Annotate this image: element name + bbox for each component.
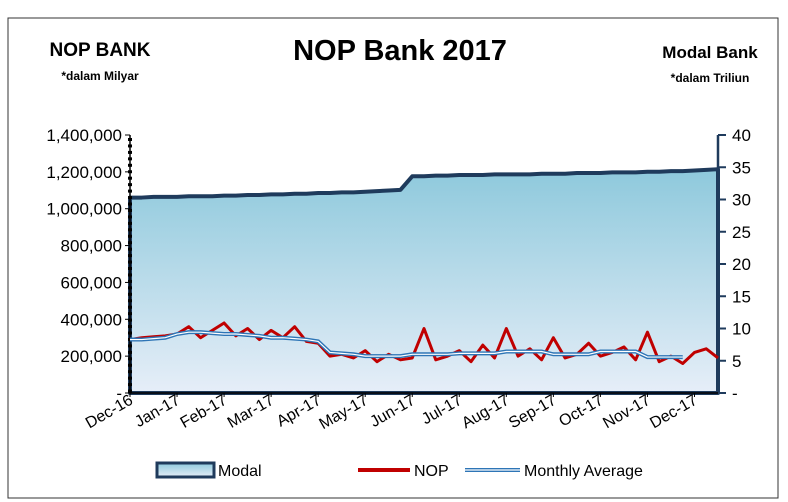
y-tick-label: 600,000: [61, 273, 122, 292]
y2-axis-label: Modal Bank: [662, 43, 758, 62]
y-tick-label: 1,400,000: [46, 126, 122, 145]
y-tick-label: 1,200,000: [46, 163, 122, 182]
legend-label: NOP: [414, 463, 449, 480]
y2-tick-label: 35: [732, 158, 751, 177]
monthly-average: [130, 330, 683, 360]
y-tick-label: 1,000,000: [46, 200, 122, 219]
y2-tick-label: 10: [732, 320, 751, 339]
y-axis-label: NOP BANK: [50, 40, 151, 61]
y2-tick-label: 40: [732, 126, 751, 145]
legend-swatch: [155, 461, 216, 479]
y-tick-label: 200,000: [61, 347, 122, 366]
y2-tick-label: 15: [732, 287, 751, 306]
y2-tick-label: 5: [732, 352, 741, 371]
y2-axis-note: *dalam Triliun: [671, 71, 750, 85]
y-tick-label: 400,000: [61, 310, 122, 329]
nop-line: [129, 321, 719, 366]
y-tick-label: -: [116, 384, 122, 403]
y-axis-note: *dalam Milyar: [61, 69, 139, 83]
y2-tick-label: 20: [732, 255, 751, 274]
y2-tick-label: -: [732, 384, 738, 403]
legend-label: Modal: [218, 463, 262, 480]
modal-area: [128, 167, 720, 395]
y2-tick-label: 25: [732, 223, 751, 242]
chart-title: NOP Bank 2017: [293, 35, 507, 67]
y-tick-label: 800,000: [61, 237, 122, 256]
y2-tick-label: 30: [732, 191, 751, 210]
legend-label: Monthly Average: [524, 463, 643, 480]
line-inner: [130, 331, 683, 358]
